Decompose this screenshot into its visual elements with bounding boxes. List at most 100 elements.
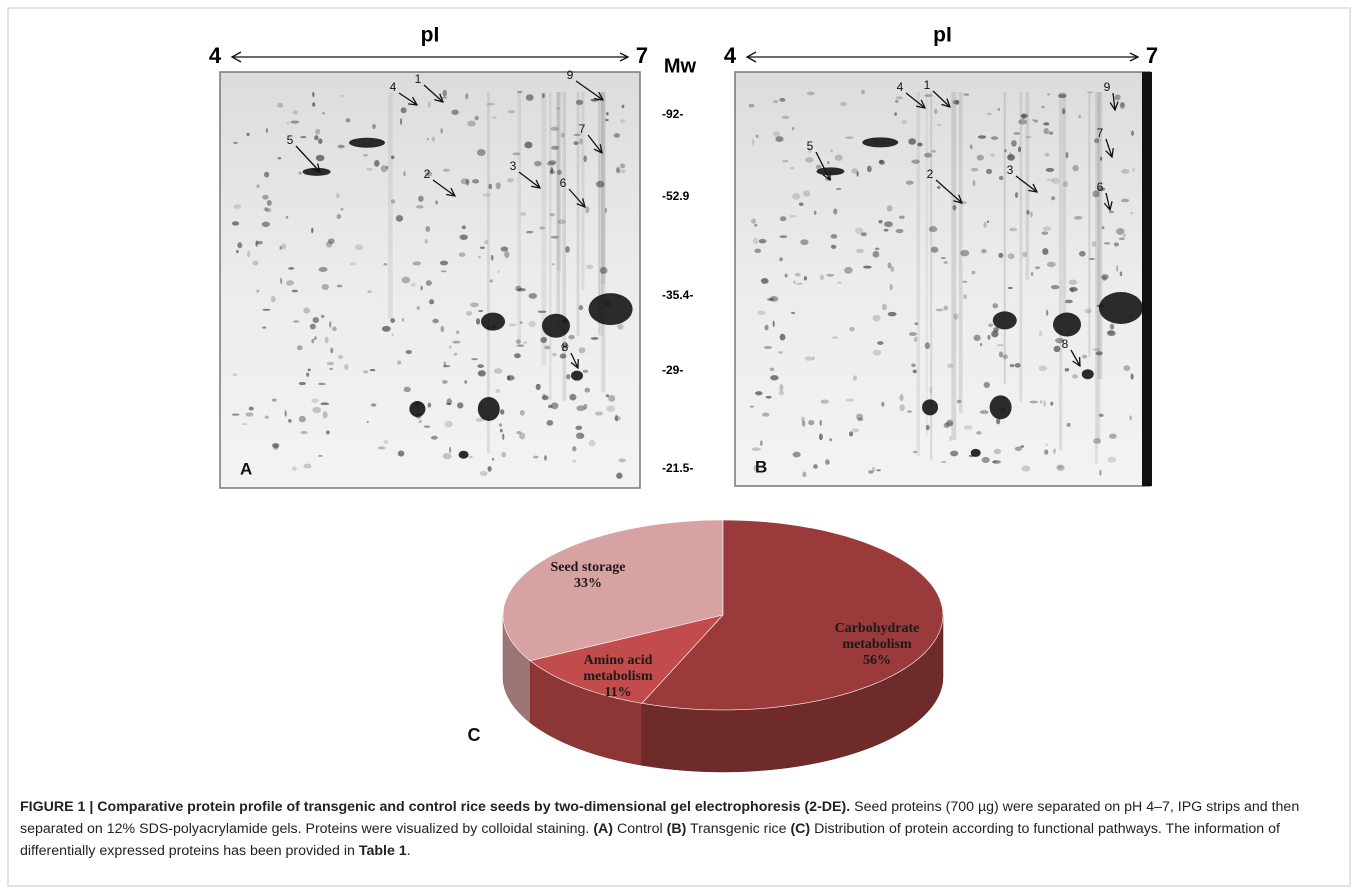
gel-spot xyxy=(476,149,486,157)
gel-spot xyxy=(262,326,267,329)
gel-spot xyxy=(621,104,625,109)
gel-spot xyxy=(856,413,863,420)
gel-spot xyxy=(442,379,448,384)
gel-spot xyxy=(1108,433,1117,439)
gel-spot xyxy=(856,248,865,254)
gel-spot xyxy=(271,398,277,402)
gel-spot xyxy=(580,433,585,438)
gel-streak xyxy=(925,92,928,437)
gel-spot xyxy=(772,131,781,137)
gel-spot xyxy=(769,367,775,372)
gel-spot xyxy=(442,89,447,97)
gel-spot xyxy=(863,265,872,269)
gel-spot xyxy=(583,403,588,410)
gel-spot xyxy=(565,246,570,253)
gel-spot xyxy=(1100,156,1103,161)
gel-spot xyxy=(1002,354,1008,360)
gel-spot xyxy=(1035,266,1041,270)
gel-spot xyxy=(845,398,855,402)
gel-spot xyxy=(834,154,843,161)
gel-spot xyxy=(514,353,521,359)
gel-spot xyxy=(464,380,468,384)
gel-spot xyxy=(405,350,413,355)
gel-spot xyxy=(801,416,805,423)
gel-streak xyxy=(601,92,606,284)
gel-spot xyxy=(1046,309,1049,316)
spot-arrow xyxy=(575,80,603,100)
gel-spot xyxy=(751,218,757,224)
gel-spot xyxy=(1107,330,1116,337)
gel-background xyxy=(219,71,641,489)
gel-spot xyxy=(439,260,449,266)
gel-spot xyxy=(512,152,521,156)
gel-spot xyxy=(420,285,423,291)
gel-spot xyxy=(789,214,797,218)
gel-spot xyxy=(482,193,492,197)
gel-spot xyxy=(956,399,962,404)
pie-slice xyxy=(529,614,724,704)
gel-spot xyxy=(501,451,507,458)
gel-spot xyxy=(749,405,754,408)
gel-spot xyxy=(572,446,577,452)
gel-spot xyxy=(320,314,325,318)
caption-text: Seed proteins (700 µg) were separated on… xyxy=(20,799,1300,837)
gel-spot xyxy=(857,417,864,422)
gel-spot xyxy=(245,412,254,417)
gel-spot xyxy=(901,119,908,124)
gel-spot xyxy=(753,465,758,471)
gel-spot xyxy=(441,96,448,99)
gel-spot xyxy=(908,138,916,145)
gel-streak xyxy=(1025,92,1030,280)
gel-spot xyxy=(889,283,893,291)
gel-spot xyxy=(467,120,476,127)
gel-blob xyxy=(542,313,570,338)
gel-spot xyxy=(519,432,526,440)
gel-spot xyxy=(412,261,422,266)
gel-spot xyxy=(525,94,534,101)
gel-spot xyxy=(1014,191,1019,198)
gel-spot xyxy=(541,93,545,99)
gel-spot xyxy=(488,183,493,190)
gel-spot xyxy=(819,274,824,281)
spot-arrow xyxy=(518,171,540,188)
gel-spot xyxy=(483,240,489,245)
gel-spot xyxy=(332,326,337,332)
gel-spot xyxy=(924,94,933,97)
gel-spot xyxy=(277,102,284,108)
gel-spot xyxy=(854,227,864,234)
gel-spot xyxy=(924,342,931,350)
gel-spot xyxy=(620,119,626,123)
gel-spot xyxy=(943,261,948,264)
gel-spot xyxy=(265,128,269,133)
gel-spot xyxy=(322,411,328,419)
gel-spot xyxy=(1062,108,1066,115)
spot-arrow xyxy=(815,151,830,180)
gel-spot xyxy=(372,123,376,129)
gel-spot xyxy=(944,421,953,428)
gel-spot xyxy=(321,283,329,291)
gel-spot xyxy=(882,303,887,311)
gel-spot xyxy=(442,364,451,368)
gel-spot xyxy=(461,225,467,230)
gel-spot xyxy=(595,180,605,188)
gel-spot xyxy=(802,471,807,478)
gel-spot xyxy=(795,282,803,285)
gel-spot xyxy=(949,435,952,442)
gel-spot xyxy=(493,368,503,374)
gel-spot xyxy=(573,133,582,137)
gel-spot xyxy=(383,262,388,266)
gel-spot xyxy=(309,323,316,330)
gel-spot xyxy=(300,136,307,139)
spot-number: 3 xyxy=(1007,163,1014,177)
gel-spot xyxy=(808,420,815,426)
gel-spot xyxy=(233,204,241,209)
gel-spot xyxy=(427,402,432,408)
gel-spot xyxy=(1041,231,1049,235)
gel-spot xyxy=(559,353,567,359)
gel-spot xyxy=(940,460,947,464)
gel-spot xyxy=(794,272,801,277)
gel-spot xyxy=(495,182,501,190)
gel-spot xyxy=(1121,168,1130,174)
gel-spot xyxy=(588,439,596,447)
gel-spot xyxy=(534,160,542,167)
